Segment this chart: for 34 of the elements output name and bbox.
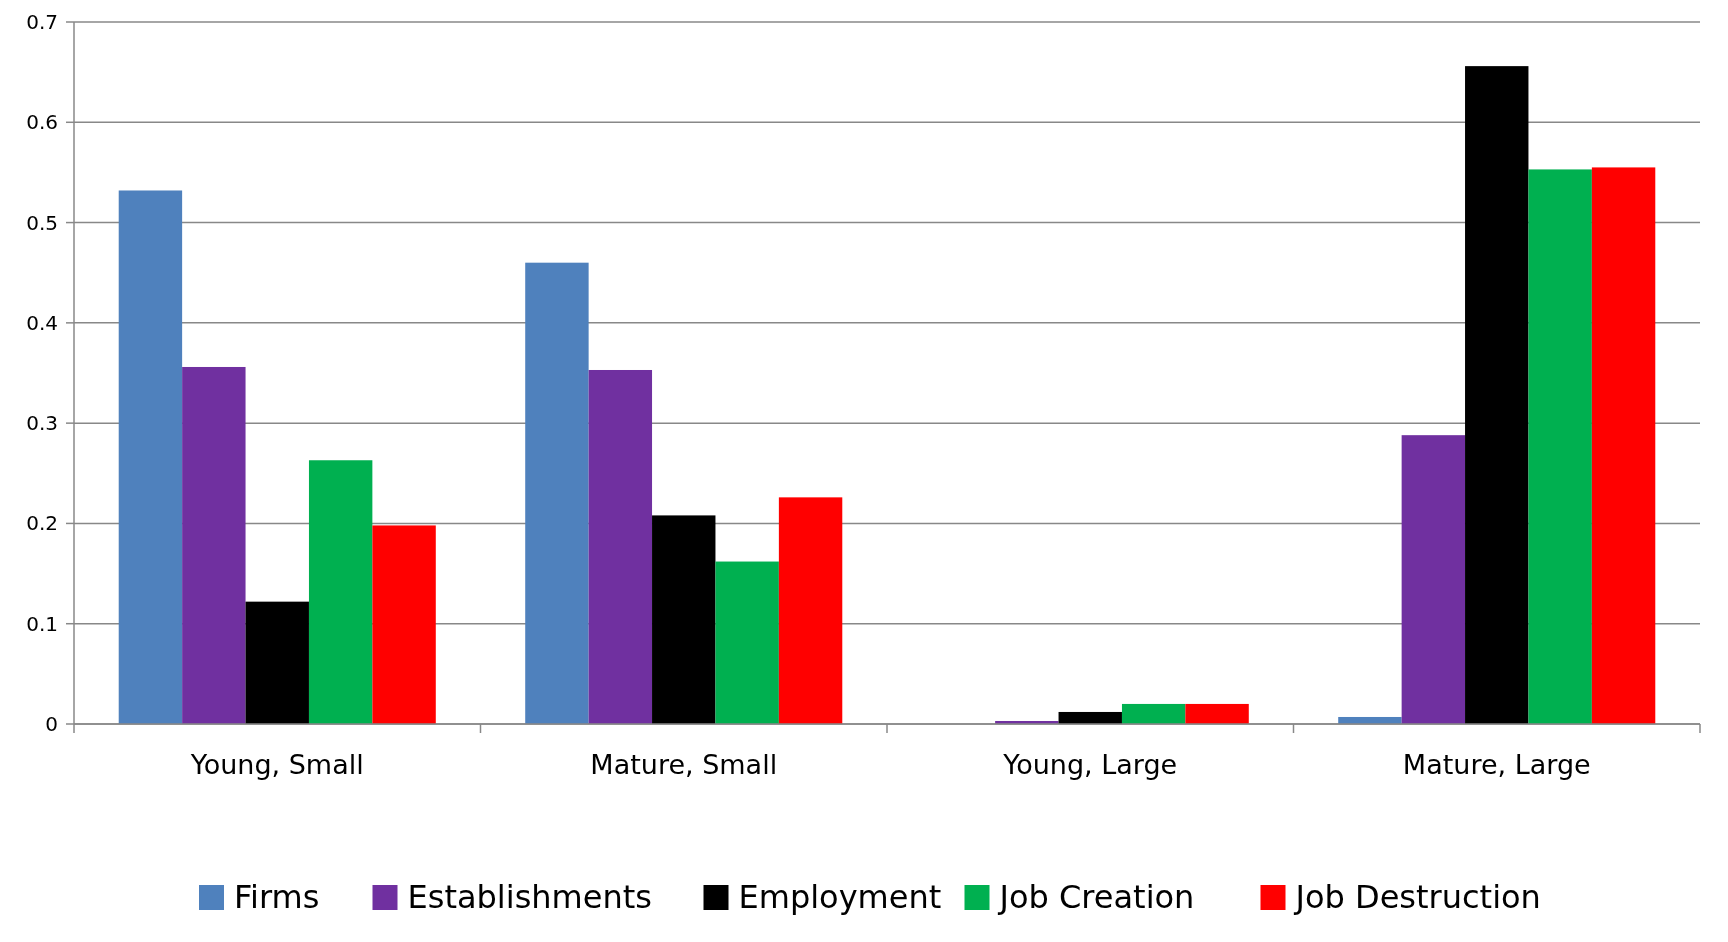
y-tick-label: 0.2 [26,511,58,536]
bar [715,561,779,724]
y-tick-label: 0.4 [26,310,58,335]
y-tick-label: 0.1 [26,611,58,636]
x-tick-label: Young, Large [1002,749,1178,780]
legend-label: Job Creation [997,878,1195,916]
y-tick-label: 0.6 [26,110,58,135]
x-tick-label: Mature, Small [590,749,778,780]
bar [1401,435,1466,724]
x-tick-label: Mature, Large [1402,749,1591,780]
y-tick-label: 0.5 [26,210,58,235]
bar [1528,169,1592,724]
x-tick-label: Young, Small [189,749,364,780]
y-tick-label: 0.3 [26,411,58,436]
bar [118,190,183,724]
bar [245,601,309,724]
bar [588,369,653,724]
bar [525,262,589,724]
bar [1465,66,1529,724]
bar [182,366,246,724]
bar [1185,703,1249,724]
bar [778,497,843,724]
y-tick-label: 0.7 [26,10,58,34]
bar [372,525,436,724]
y-tick-label: 0 [45,712,58,736]
bar [308,460,373,724]
legend-label: Establishments [407,878,652,916]
legend-label: Firms [234,878,320,916]
bar [1121,703,1186,724]
legend-label: Employment [738,878,942,916]
bar [1058,711,1122,724]
bar [652,515,716,724]
bar [1591,167,1656,724]
legend-label: Job Destruction [1293,878,1541,916]
